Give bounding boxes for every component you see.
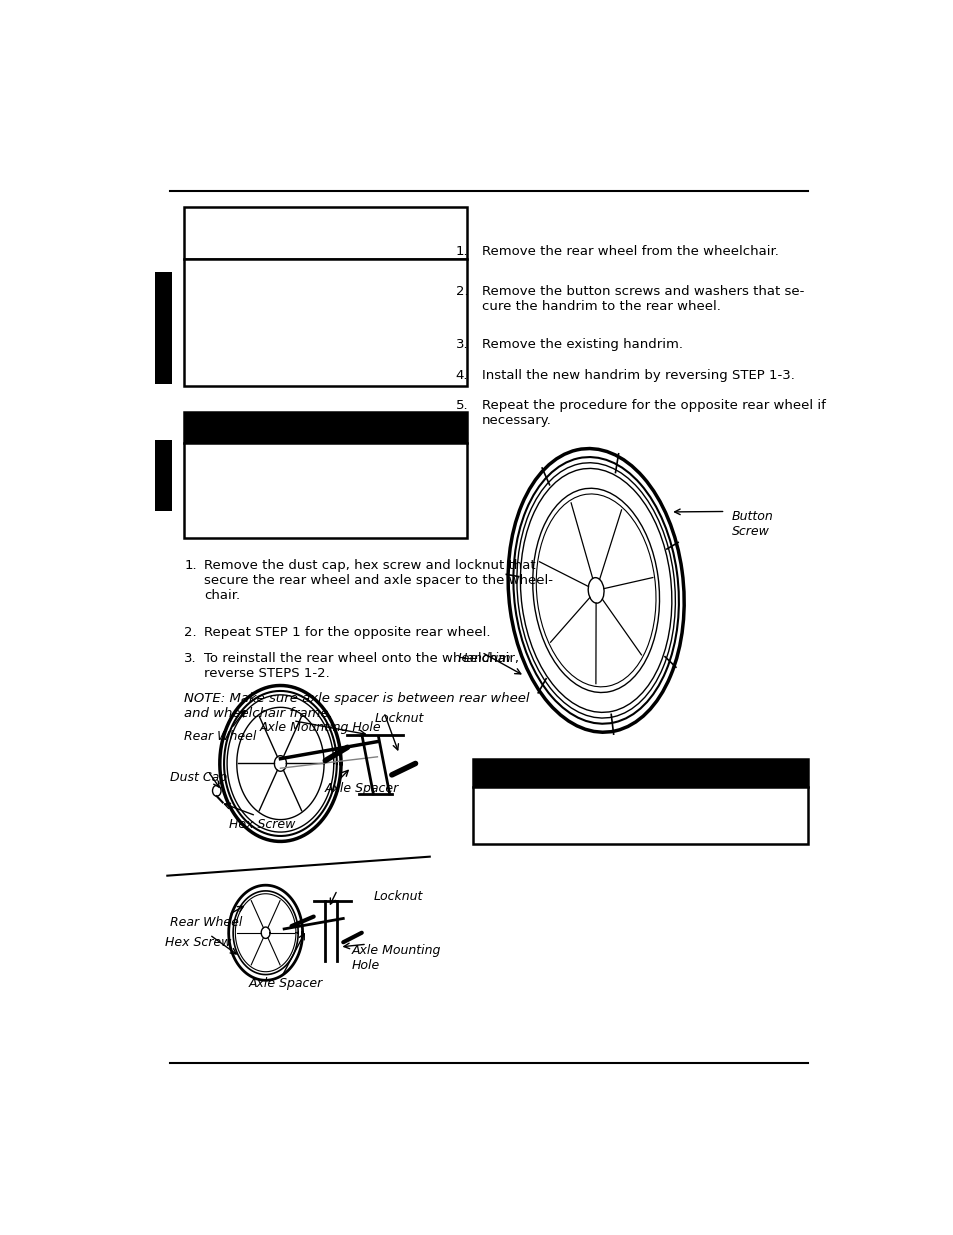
Text: Rear Wheel: Rear Wheel [170,915,242,929]
Text: Remove the dust cap, hex screw and locknut that
secure the rear wheel and axle s: Remove the dust cap, hex screw and lockn… [204,559,553,601]
Bar [472,758,807,787]
Text: Hex Screw: Hex Screw [229,818,294,831]
Text: NOTE: Make sure axle spacer is between rear wheel
and wheelchair frame.: NOTE: Make sure axle spacer is between r… [184,692,529,720]
Text: 2.: 2. [456,285,468,298]
Bar [154,272,172,384]
Text: 1.: 1. [184,559,196,572]
Ellipse shape [588,578,603,603]
Text: Remove the existing handrim.: Remove the existing handrim. [481,338,681,352]
Bar [184,259,466,385]
Text: 2.: 2. [184,626,196,638]
Text: Button
Screw: Button Screw [731,510,772,537]
Text: Repeat the procedure for the opposite rear wheel if
necessary.: Repeat the procedure for the opposite re… [481,399,824,427]
Text: 1.: 1. [456,246,468,258]
Text: Remove the button screws and washers that se-
cure the handrim to the rear wheel: Remove the button screws and washers tha… [481,285,803,314]
Bar [154,440,172,511]
Text: Axle Spacer: Axle Spacer [324,782,398,794]
Text: Repeat STEP 1 for the opposite rear wheel.: Repeat STEP 1 for the opposite rear whee… [204,626,490,638]
Text: 4.: 4. [456,369,468,382]
Text: 5.: 5. [456,399,468,412]
Text: Axle Spacer: Axle Spacer [249,977,322,990]
Text: Install the new handrim by reversing STEP 1-3.: Install the new handrim by reversing STE… [481,369,794,382]
Text: Axle Mounting
Hole: Axle Mounting Hole [352,944,441,972]
Text: Remove the rear wheel from the wheelchair.: Remove the rear wheel from the wheelchai… [481,246,778,258]
Bar [184,443,466,538]
Text: Axle Mounting Hole: Axle Mounting Hole [259,721,381,734]
Text: Dust Cap: Dust Cap [170,771,227,784]
Text: Hex Screw: Hex Screw [165,936,232,948]
Text: Locknut: Locknut [374,713,423,725]
Bar [184,411,466,443]
Text: To reinstall the rear wheel onto the wheelchair,
reverse STEPS 1-2.: To reinstall the rear wheel onto the whe… [204,652,518,680]
Text: 3.: 3. [456,338,468,352]
Text: Rear Wheel: Rear Wheel [184,730,256,743]
Text: Locknut: Locknut [374,890,422,903]
Text: Handrim: Handrim [457,652,511,666]
Bar [184,207,466,259]
Text: 3.: 3. [184,652,196,666]
Bar [472,787,807,845]
